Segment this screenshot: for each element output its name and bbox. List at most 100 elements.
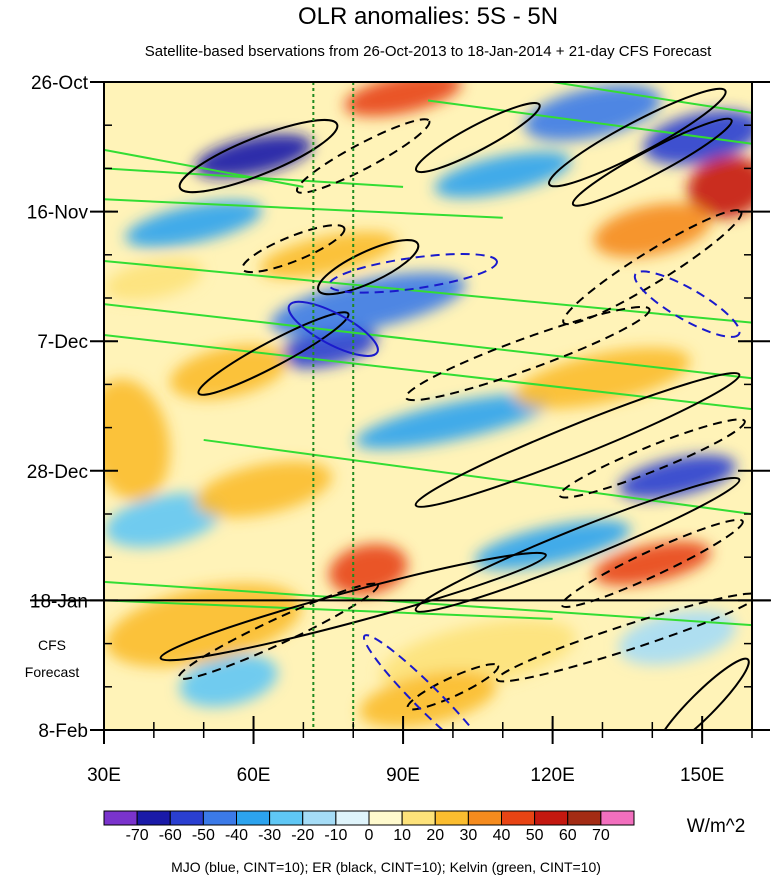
y-tick-label: 16-Nov <box>27 203 89 224</box>
kelvin-contour <box>104 198 503 219</box>
y-axis: 26-Oct 16-Nov 7-Dec 28-Dec 18-Jan 8-Feb <box>27 73 770 742</box>
x-tick-label: 90E <box>386 765 420 786</box>
colorbar: -70 -60 -50 -40 -30 -20 -10 0 10 20 30 40 50 60 70 <box>103 810 635 844</box>
er-contour <box>560 518 744 608</box>
mjo-contour <box>362 634 494 730</box>
y-tick-label: 26-Oct <box>31 73 89 94</box>
er-contour <box>414 476 741 613</box>
er-contour <box>558 418 746 499</box>
colorbar-label: 0 <box>365 827 374 844</box>
anomaly-blob <box>270 272 466 336</box>
anomaly-blob <box>618 610 736 665</box>
colorbar-swatch <box>236 810 271 826</box>
kelvin-contour <box>104 334 752 411</box>
x-tick-label: 150E <box>680 765 724 786</box>
colorbar-label: 20 <box>426 827 444 844</box>
er-contour <box>548 87 727 188</box>
colorbar-swatch <box>501 810 536 826</box>
x-tick-label: 30E <box>87 765 121 786</box>
x-axis: 30E 60E 90E 120E 150E <box>87 716 753 786</box>
anomaly-blob <box>259 231 397 279</box>
colorbar-unit: W/m^2 <box>687 816 746 837</box>
er-contour <box>414 372 741 508</box>
colorbar-label: 70 <box>592 827 610 844</box>
anomaly-blob <box>359 670 497 728</box>
er-contour <box>404 305 651 402</box>
anomaly-blob <box>169 344 288 400</box>
colorbar-label: -40 <box>225 827 248 844</box>
er-contour <box>495 592 752 683</box>
colorbar-label: -70 <box>126 827 149 844</box>
colorbar-label: 40 <box>493 827 511 844</box>
colorbar-label: -10 <box>324 827 347 844</box>
colorbar-swatch <box>434 810 469 826</box>
forecast-label-line2: Forecast <box>25 664 80 680</box>
anomaly-blob <box>434 151 572 198</box>
reference-lines <box>312 82 355 730</box>
anomaly-blob <box>593 202 712 258</box>
anomaly-blob <box>514 347 691 409</box>
anomaly-blob <box>179 654 278 707</box>
forecast-label-line1: CFS <box>38 637 66 653</box>
x-tick-label: 60E <box>237 765 271 786</box>
er-contour <box>654 657 750 730</box>
anomaly-blob <box>344 82 462 117</box>
er-contour <box>406 663 500 711</box>
colorbar-label: 60 <box>559 827 577 844</box>
er-contour <box>414 102 541 174</box>
colorbar-label: -20 <box>291 827 314 844</box>
anomaly-blob <box>474 520 631 570</box>
colorbar-swatch <box>534 810 569 826</box>
colorbar-swatch <box>335 810 370 826</box>
anomaly-blob <box>105 583 302 667</box>
plot-frame <box>103 81 753 731</box>
colorbar-label: -60 <box>159 827 182 844</box>
anomaly-blob <box>593 541 711 586</box>
er-contour <box>317 239 420 296</box>
er-contour <box>241 224 346 274</box>
kelvin-contour <box>104 259 752 324</box>
colorbar-label: 50 <box>526 827 544 844</box>
colorbar-swatch <box>269 810 304 826</box>
kelvin-contour <box>104 303 752 380</box>
plot-area <box>30 81 771 731</box>
mjo-contour <box>287 300 379 357</box>
chart-title: OLR anomalies: 5S - 5N <box>298 3 558 30</box>
kelvin-contour <box>427 99 752 145</box>
kelvin-contour <box>104 148 304 188</box>
anomaly-blob <box>194 134 313 179</box>
er-contour <box>571 117 733 207</box>
colorbar-swatch <box>368 810 403 826</box>
colorbar-swatch <box>169 810 204 826</box>
kelvin-contour <box>104 599 553 620</box>
anomaly-blob <box>687 155 752 219</box>
colorbar-swatch <box>567 810 602 826</box>
kelvin-contour <box>104 580 752 627</box>
colorbar-label: 10 <box>393 827 411 844</box>
kelvin-contour <box>203 438 752 515</box>
colorbar-label: -50 <box>192 827 215 844</box>
er-contour <box>295 118 431 194</box>
colorbar-label: -30 <box>258 827 281 844</box>
er-contour <box>159 551 547 662</box>
y-tick-label: 18-Jan <box>30 591 88 612</box>
anomaly-blob <box>355 393 551 449</box>
er-contour <box>197 311 350 396</box>
chart-subtitle: Satellite-based bservations from 26-Oct-… <box>145 43 712 60</box>
anomaly-blob <box>125 200 263 248</box>
anomaly-blob <box>618 455 736 499</box>
colorbar-label: 30 <box>459 827 477 844</box>
wave-contours <box>104 82 752 730</box>
contour-legend: MJO (blue, CINT=10); ER (black, CINT=10)… <box>171 859 601 875</box>
x-tick-label: 120E <box>530 765 574 786</box>
colorbar-swatch <box>600 810 635 826</box>
y-tick-label: 8-Feb <box>38 721 88 742</box>
anomaly-blob <box>195 461 332 518</box>
mjo-contour <box>633 270 741 338</box>
mjo-contour <box>328 253 498 294</box>
colorbar-swatch <box>202 810 237 826</box>
colorbar-swatch <box>136 810 171 826</box>
colorbar-swatch <box>103 810 138 826</box>
anomaly-blob <box>105 493 223 548</box>
colorbar-swatch <box>302 810 337 826</box>
